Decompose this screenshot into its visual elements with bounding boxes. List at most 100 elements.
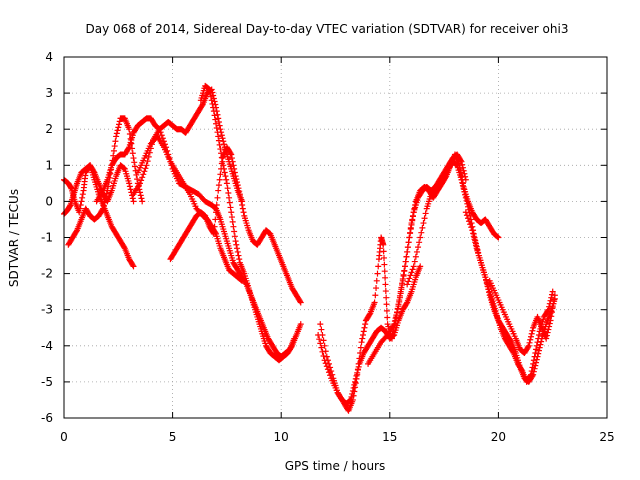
data-point [482,274,489,281]
data-point [221,169,228,176]
data-point [545,326,552,333]
data-point [351,388,358,395]
data-point [410,263,417,270]
data-point [227,204,234,211]
data-point [236,191,243,198]
data-point [215,137,222,144]
data-point [362,321,369,328]
data-point [405,278,412,285]
data-point [228,155,235,162]
data-point [352,380,359,387]
data-point [381,261,388,268]
data-point [352,378,359,385]
data-point [205,85,212,92]
data-point [221,141,228,148]
data-point [494,233,501,240]
data-point [416,239,423,246]
data-point [79,194,86,201]
data-point [550,300,557,307]
data-point [548,291,555,298]
data-point [234,248,241,255]
y-tick-label: -6 [41,411,53,425]
data-point [421,215,428,222]
data-point [547,317,554,324]
data-point [322,348,329,355]
data-point [375,263,382,270]
data-point [144,158,151,165]
data-point [116,121,123,128]
data-point [350,392,357,399]
data-point [372,292,379,299]
data-point [230,223,237,230]
data-point [125,145,132,152]
y-axis-label: SDTVAR / TECUs [7,189,21,287]
x-tick-label: 10 [274,430,289,444]
data-point [229,158,236,165]
x-tick-label: 15 [382,430,397,444]
data-point [484,283,491,290]
data-point [507,337,514,344]
y-tick-label: 2 [45,122,53,136]
data-point [228,151,235,158]
data-point [371,299,378,306]
data-point [130,155,137,162]
data-point [354,366,361,373]
data-point [417,263,424,270]
data-point [236,188,243,195]
data-point [220,138,227,145]
data-point [394,306,401,313]
series-track-7 [167,144,304,306]
data-point [546,320,553,327]
data-point [529,327,536,334]
data-point [297,298,304,305]
data-point [217,171,224,178]
data-point [126,126,133,133]
data-point [212,216,219,223]
data-point [373,285,380,292]
data-point [407,224,414,231]
data-point [215,187,222,194]
data-point [139,174,146,181]
data-point [411,258,418,265]
data-point [235,252,242,259]
data-point [536,344,543,351]
data-point [391,318,398,325]
data-point [126,183,133,190]
data-point [156,126,163,133]
y-tick-label: 0 [45,194,53,208]
data-point [134,176,141,183]
data-point [211,223,218,230]
data-point [218,132,225,139]
data-point [105,183,112,190]
data-point [318,326,325,333]
data-point [207,93,214,100]
data-point [327,372,334,379]
data-point [396,294,403,301]
data-point [485,286,492,293]
y-tick-label: -2 [41,267,53,281]
data-point [231,228,238,235]
data-point [528,330,535,337]
data-point [145,153,152,160]
data-point [239,202,246,209]
data-point [217,146,224,153]
data-point [297,299,304,306]
data-point [538,338,545,345]
data-point [102,196,109,203]
data-point [199,102,206,109]
y-tick-label: 3 [45,86,53,100]
data-point [232,173,239,180]
data-point [322,360,329,367]
data-point [355,360,362,367]
data-point [213,202,220,209]
data-point [356,355,363,362]
data-point [131,159,138,166]
data-point [453,161,460,168]
data-point [222,173,229,180]
data-point [407,272,414,279]
data-point [218,154,225,161]
data-point [383,301,390,308]
data-point [415,244,422,251]
data-point [532,350,539,357]
data-point [360,331,367,338]
